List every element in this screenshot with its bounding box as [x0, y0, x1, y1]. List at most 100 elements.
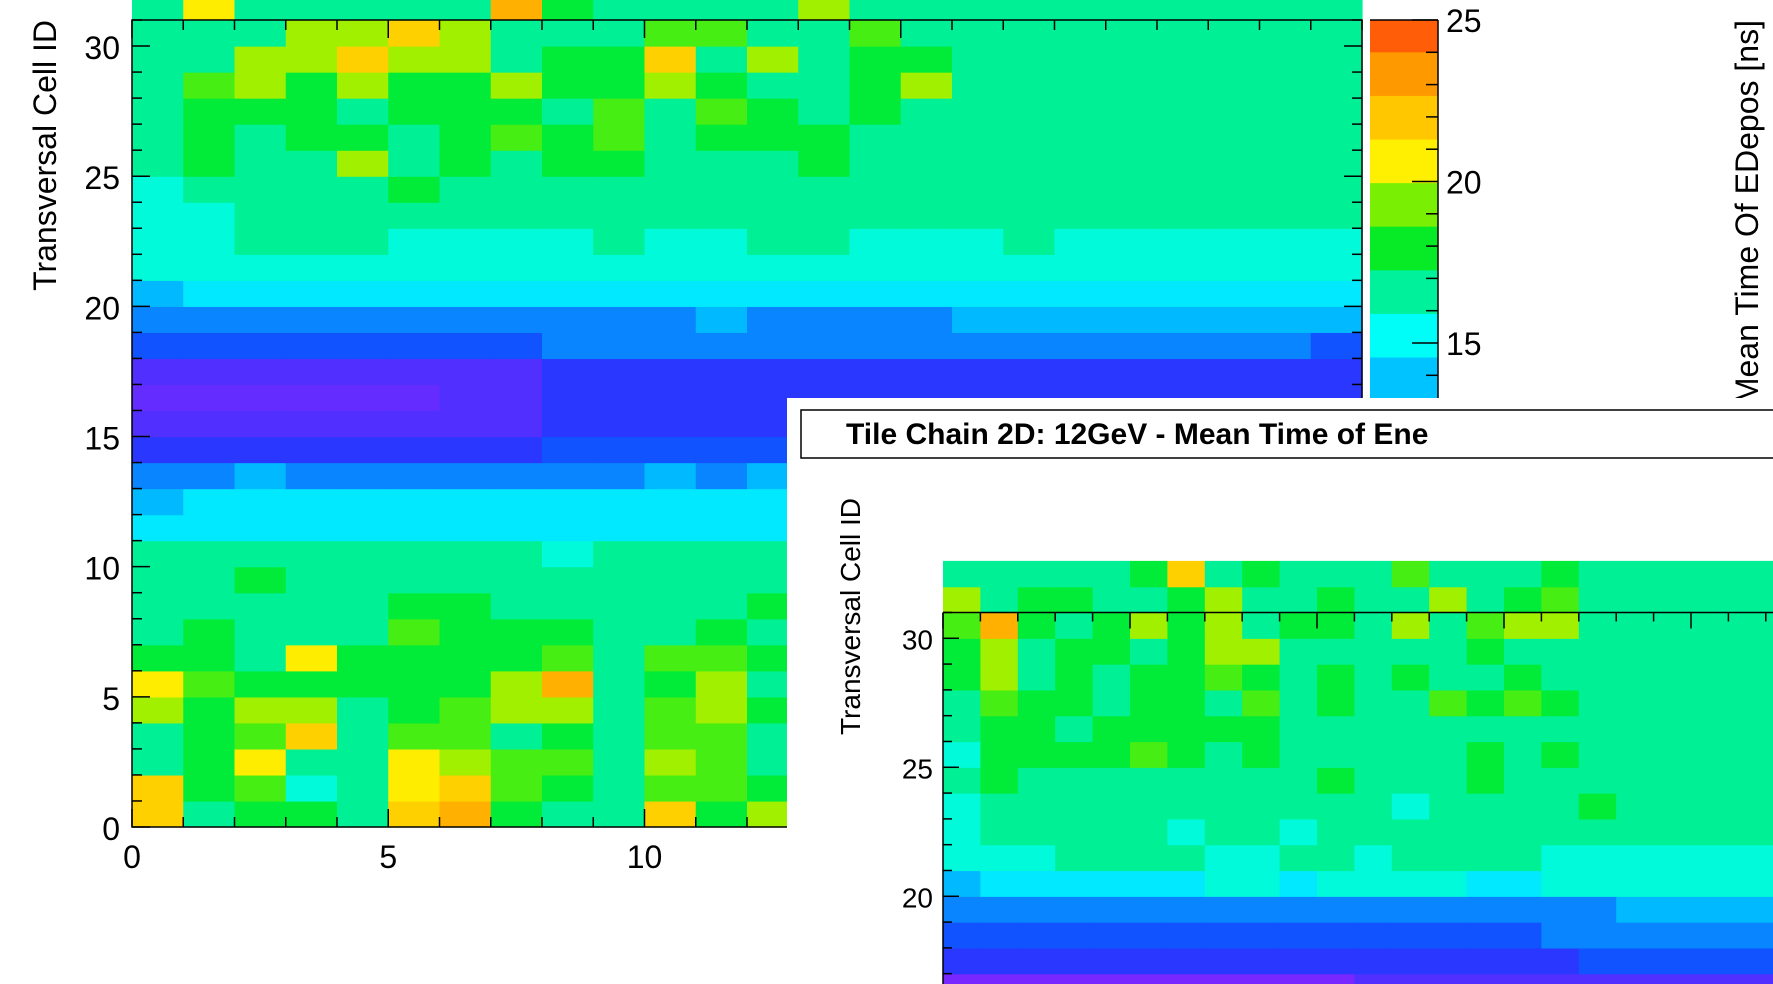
inset-heatmap-cell — [1242, 638, 1281, 665]
heatmap-cell — [542, 20, 594, 47]
heatmap-cell — [337, 488, 389, 516]
heatmap-cell — [183, 800, 236, 828]
heatmap-cell — [388, 0, 441, 21]
inset-heatmap-cell — [1653, 793, 1692, 820]
inset-heatmap-cell — [1204, 612, 1243, 639]
inset-heatmap-cell — [1204, 818, 1243, 846]
heatmap-cell — [490, 384, 543, 412]
heatmap-cell — [183, 488, 236, 516]
inset-heatmap-cell — [1691, 922, 1729, 949]
inset-heatmap-cell — [1167, 664, 1206, 691]
inset-heatmap-cell — [980, 870, 1019, 897]
heatmap-cell — [695, 280, 748, 307]
heatmap-cell — [644, 670, 697, 698]
heatmap-cell — [849, 124, 902, 151]
inset-title: Tile Chain 2D: 12GeV - Mean Time of Ene — [846, 418, 1428, 451]
heatmap-cell — [234, 202, 287, 229]
inset-heatmap-cell — [1092, 741, 1131, 768]
heatmap-cell — [337, 514, 389, 542]
heatmap-cell — [593, 0, 646, 21]
heatmap-cell — [644, 722, 697, 750]
heatmap-cell — [132, 592, 184, 620]
inset-heatmap-cell — [1130, 560, 1168, 588]
heatmap-cell — [747, 306, 799, 333]
heatmap-cell — [234, 306, 287, 333]
inset-heatmap-cell — [1055, 612, 1094, 639]
heatmap-cell — [388, 202, 441, 229]
inset-heatmap-cell — [1279, 947, 1318, 975]
heatmap-cell — [490, 202, 543, 229]
heatmap-cell — [1054, 150, 1107, 177]
inset-heatmap-cell — [1466, 947, 1505, 975]
inset-heatmap-cell — [1653, 973, 1692, 984]
inset-heatmap-cell — [1429, 560, 1468, 588]
inset-heatmap-cell — [1728, 741, 1767, 768]
heatmap-cell — [490, 462, 543, 490]
heatmap-cell — [234, 644, 287, 672]
heatmap-cell — [849, 20, 902, 47]
heatmap-cell — [798, 332, 851, 360]
inset-heatmap-cell — [1092, 844, 1131, 872]
heatmap-cell — [1208, 228, 1261, 255]
inset-heatmap-cell — [1317, 741, 1355, 768]
inset-heatmap-cell — [1391, 741, 1430, 768]
heatmap-cell — [388, 150, 441, 177]
inset-heatmap-cell — [1130, 896, 1168, 923]
inset-heatmap-cell — [1765, 896, 1773, 923]
inset-heatmap-cell — [1242, 715, 1281, 743]
heatmap-cell — [132, 20, 184, 47]
heatmap-cell — [1310, 124, 1363, 151]
heatmap-cell — [747, 0, 799, 21]
inset-heatmap-cell — [1578, 818, 1617, 846]
inset-heatmap-cell — [1541, 922, 1580, 949]
inset-heatmap-cell — [1354, 818, 1393, 846]
inset-title-box — [800, 409, 1773, 459]
heatmap-cell — [593, 722, 646, 750]
heatmap-cell — [388, 280, 441, 307]
inset-heatmap-cell — [1728, 793, 1767, 820]
heatmap-cell — [747, 72, 799, 99]
heatmap-cell — [337, 150, 389, 177]
inset-heatmap-cell — [1317, 947, 1355, 975]
heatmap-cell — [1310, 332, 1363, 360]
inset-heatmap-cell — [1765, 689, 1773, 717]
inset-heatmap-cell — [1391, 664, 1430, 691]
heatmap-cell — [285, 748, 338, 776]
heatmap-cell — [644, 540, 697, 568]
heatmap-cell — [132, 280, 184, 307]
inset-heatmap-cell — [1279, 638, 1318, 665]
heatmap-cell — [234, 514, 287, 542]
heatmap-cell — [593, 150, 646, 177]
inset-heatmap-cell — [1391, 560, 1430, 588]
heatmap-cell — [1310, 254, 1363, 281]
heatmap-cell — [1259, 332, 1312, 360]
heatmap-cell — [337, 98, 389, 125]
inset-y-tick-label: 30 — [902, 624, 933, 655]
inset-heatmap-cell — [1616, 947, 1655, 975]
inset-heatmap-cell — [1279, 612, 1318, 639]
heatmap-cell — [337, 46, 389, 73]
heatmap-cell — [849, 358, 902, 386]
inset-heatmap-cell — [1653, 715, 1692, 743]
heatmap-cell — [388, 774, 441, 802]
heatmap-cell — [132, 254, 184, 281]
inset-heatmap-cell — [1504, 793, 1542, 820]
inset-heatmap-cell — [1055, 818, 1094, 846]
heatmap-cell — [234, 436, 287, 464]
inset-heatmap-cell — [943, 818, 981, 846]
heatmap-cell — [234, 488, 287, 516]
heatmap-cell — [644, 150, 697, 177]
inset-heatmap-cell — [1541, 689, 1580, 717]
heatmap-cell — [1003, 358, 1056, 386]
heatmap-cell — [388, 46, 441, 73]
inset-heatmap-cell — [1167, 612, 1206, 639]
heatmap-cell — [542, 306, 594, 333]
inset-heatmap-cell — [1466, 844, 1505, 872]
inset-heatmap-cell — [1653, 741, 1692, 768]
heatmap-cell — [900, 332, 953, 360]
heatmap-cell — [695, 618, 748, 646]
inset-heatmap-cell — [1616, 818, 1655, 846]
inset-heatmap-cell — [1616, 922, 1655, 949]
inset-heatmap-cell — [1578, 793, 1617, 820]
heatmap-cell — [337, 566, 389, 594]
